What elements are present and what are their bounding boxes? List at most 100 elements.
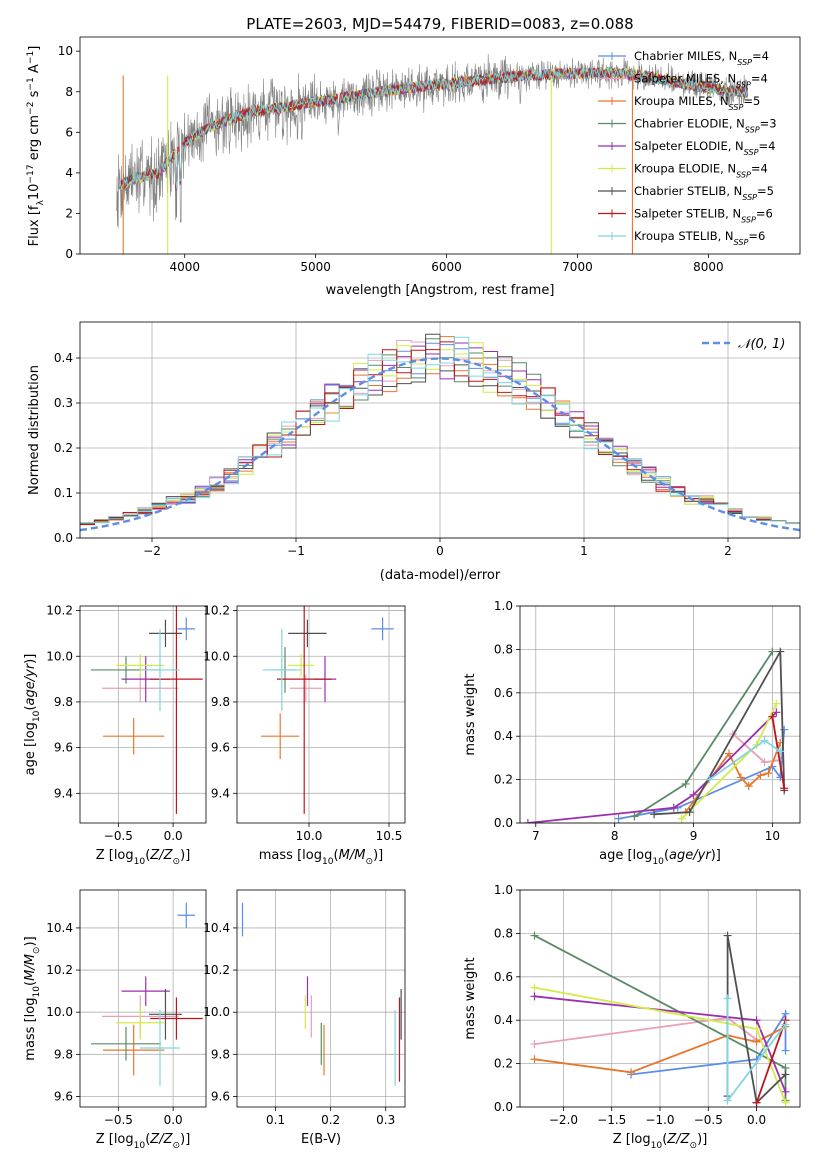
x-axis-label: age [log10(age/yr)] (599, 848, 721, 867)
spectrum-panel: 4000 5000 6000 7000 8000 0 2 4 6 8 10 wavelength [A… (26, 36, 801, 298)
grid (80, 606, 206, 823)
x-tick-label: 10.5 (376, 829, 403, 843)
weight-marker (760, 736, 769, 745)
x-tick-label: 4000 (169, 260, 200, 274)
weight-series-se (530, 992, 790, 1096)
weight-marker (630, 812, 639, 821)
figure-title: PLATE=2603, MJD=54479, FIBERID=0083, z=0… (246, 15, 633, 33)
weight-marker (744, 782, 753, 791)
model-spectrum-ks-line (118, 65, 749, 190)
y-axis-label: Normed distribution (27, 365, 42, 495)
y-tick-label: 1.0 (494, 883, 513, 897)
weight-marker (760, 758, 769, 767)
grid (237, 890, 405, 1107)
weight-line (654, 648, 786, 816)
axes-frame (236, 605, 406, 824)
weight-series-ss (768, 712, 789, 793)
weight-series-ce (630, 647, 777, 821)
axes-frame (79, 321, 801, 539)
x-axis-label: Z [log10(Z/Z⊙)] (96, 1132, 191, 1151)
weight-series-ks (723, 994, 790, 1105)
y-tick-label: 9.8 (54, 695, 73, 709)
y-axis-label: mass weight (463, 957, 478, 1039)
legend-label: Salpeter STELIB, NSSP=6 (634, 207, 773, 225)
errorbar-point-cm (177, 902, 196, 928)
axes-ticks: −0.5 0.0 9.6 9.8 10.0 10.2 10.4 (46, 921, 182, 1127)
legend-label: 𝒩(0, 1) (738, 337, 785, 352)
weight-marker (677, 814, 686, 823)
legend-label: Chabrier STELIB, NSSP=5 (634, 184, 774, 202)
axes-frame (79, 605, 207, 824)
errorbar-point-cm (371, 617, 394, 641)
weight-line (755, 1019, 787, 1103)
legend-label: Chabrier ELODIE, NSSP=3 (634, 117, 777, 135)
x-tick-label: −1 (287, 544, 305, 558)
weight-marker (768, 712, 777, 721)
axes-ticks: 10.0 10.5 9.4 9.6 9.8 10.0 10.2 (203, 604, 402, 843)
legend-label: Salpeter MILES, NSSP=4 (634, 72, 768, 90)
y-tick-label: 10 (58, 44, 73, 58)
legend-label: Kroupa ELODIE, NSSP=4 (634, 162, 768, 180)
x-tick-label: −1.0 (645, 1113, 674, 1127)
x-tick-label: −0.5 (104, 1113, 133, 1127)
mass-weight-vs-metallicity-panel: −2.0 −1.5 −1.0 −0.5 0.0 0.0 0.2 0.4 0.6 0.8 1.0 Z [… (463, 883, 801, 1151)
y-tick-label: 0.4 (54, 351, 73, 365)
histogram-ks-step (80, 336, 800, 527)
x-axis-label: wavelength [Angstrom, rest frame] (326, 283, 555, 298)
y-tick-label: 1.0 (494, 599, 513, 613)
weight-marker (781, 1070, 790, 1079)
weight-marker (752, 1024, 761, 1033)
x-axis-label: Z [log10(Z/Z⊙)] (96, 848, 191, 867)
weight-marker (772, 699, 781, 708)
y-tick-label: 9.6 (54, 741, 73, 755)
weight-marker (723, 994, 732, 1003)
x-tick-label: 0.1 (266, 1113, 285, 1127)
plot-area (530, 931, 790, 1107)
legend: 𝒩(0, 1) (702, 337, 785, 352)
errorbar-point-ks (262, 628, 301, 712)
x-axis-label: Z [log10(Z/Z⊙)] (613, 1132, 708, 1151)
x-tick-label: −0.5 (694, 1113, 723, 1127)
y-tick-label: 0.2 (494, 1057, 513, 1071)
x-tick-label: 5000 (300, 260, 331, 274)
legend-label: Kroupa STELIB, NSSP=6 (634, 229, 765, 247)
weight-series-ke (530, 983, 790, 1107)
legend-item: Kroupa STELIB, NSSP=6 (598, 229, 765, 247)
legend-label: Salpeter ELODIE, NSSP=4 (634, 139, 775, 157)
x-tick-label: 8 (611, 829, 619, 843)
axes-frame (519, 889, 801, 1108)
axes-frame (79, 889, 207, 1108)
residuals-panel: −2 −1 0 1 2 0.0 0.1 0.2 0.3 0.4 𝒩(0, 1) (data-model… (27, 321, 801, 583)
axes-ticks: −2 −1 0 1 2 0.0 0.1 0.2 0.3 0.4 (54, 351, 732, 558)
weight-marker (689, 790, 698, 799)
legend-item: Salpeter STELIB, NSSP=6 (598, 207, 773, 225)
weight-marker (523, 819, 532, 823)
y-tick-label: 0.4 (494, 729, 513, 743)
age-vs-metallicity-panel: −0.5 0.0 9.4 9.6 9.8 10.0 10.2 Z [log10(Z/Z⊙)] a… (23, 604, 207, 867)
x-tick-label: 6000 (431, 260, 462, 274)
x-tick-label: −2 (143, 544, 161, 558)
errorbar-point-cm (177, 617, 196, 641)
legend-item: Chabrier STELIB, NSSP=5 (598, 184, 774, 202)
plot-area (90, 606, 203, 814)
x-tick-label: 0.3 (376, 1113, 395, 1127)
errorbar-point-ss (150, 997, 203, 1040)
weight-marker (530, 1040, 539, 1049)
grid (237, 606, 405, 823)
weight-marker (681, 779, 690, 788)
weight-line (527, 711, 777, 823)
axes-ticks: 4000 5000 6000 7000 8000 0 2 4 6 8 10 (58, 44, 724, 274)
y-tick-label: 0.0 (494, 1100, 513, 1114)
axes-ticks: −0.5 0.0 9.4 9.6 9.8 10.0 10.2 (46, 604, 182, 843)
y-tick-label: 9.6 (211, 741, 230, 755)
weight-marker (723, 1096, 732, 1105)
plot-area (241, 902, 402, 1086)
y-tick-label: 0.6 (494, 686, 513, 700)
y-tick-label: 9.4 (54, 786, 73, 800)
weight-line (630, 1010, 787, 1076)
errorbar-point-se (121, 976, 170, 1006)
y-tick-label: 9.8 (211, 695, 230, 709)
errorbar-point-cs (288, 619, 327, 648)
weight-marker (781, 1020, 790, 1029)
weight-marker (780, 725, 789, 734)
